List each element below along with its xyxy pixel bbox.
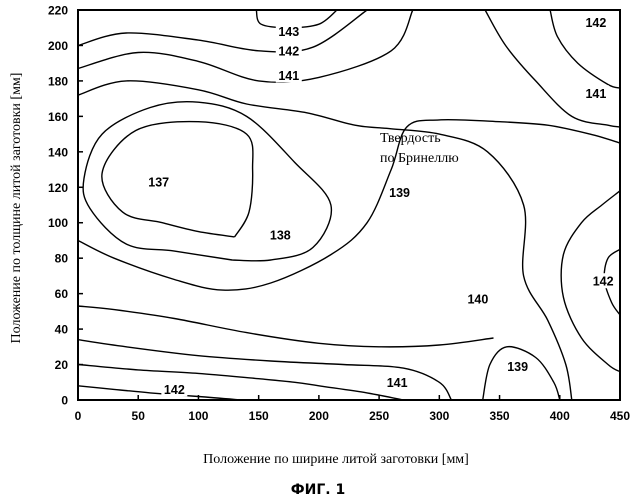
x-tick-label-6: 300 bbox=[429, 409, 449, 423]
y-tick-label-4: 80 bbox=[55, 252, 69, 266]
y-tick-label-8: 160 bbox=[48, 110, 68, 124]
contour-line-142-1 bbox=[78, 10, 367, 52]
x-tick-label-7: 350 bbox=[490, 409, 510, 423]
x-axis-label: Положение по ширине литой заготовки [мм] bbox=[203, 452, 469, 467]
x-tick-label-0: 0 bbox=[75, 409, 82, 423]
y-tick-label-9: 180 bbox=[48, 74, 68, 88]
y-tick-label-1: 20 bbox=[55, 358, 69, 372]
x-tick-label-3: 150 bbox=[249, 409, 269, 423]
y-tick-label-7: 140 bbox=[48, 145, 68, 159]
x-tick-label-5: 250 bbox=[369, 409, 389, 423]
x-tick-label-8: 400 bbox=[550, 409, 570, 423]
contour-line-139-4 bbox=[78, 120, 620, 291]
contour-line-141-2 bbox=[78, 10, 413, 82]
contour-label-0: 143 bbox=[278, 25, 299, 39]
contour-label-7: 139 bbox=[389, 186, 410, 200]
contour-labels: 143 142 141 142 141 137 138 139 140 142 139 141 142 bbox=[146, 14, 616, 396]
y-tick-label-11: 220 bbox=[48, 4, 68, 18]
contour-line-138-5 bbox=[83, 102, 331, 261]
contour-label-2: 141 bbox=[278, 69, 299, 83]
contour-label-10: 139 bbox=[507, 360, 528, 374]
contour-line-137-6 bbox=[102, 122, 253, 237]
y-tick-label-3: 60 bbox=[55, 287, 69, 301]
annotation-line-2: по Бринеллю bbox=[380, 151, 459, 166]
x-tick-label-2: 100 bbox=[188, 409, 208, 423]
contour-label-6: 138 bbox=[270, 229, 291, 243]
contour-label-11: 141 bbox=[387, 376, 408, 390]
contour-line-142-12 bbox=[78, 365, 403, 401]
y-tick-label-6: 120 bbox=[48, 181, 68, 195]
contour-line-143-13 bbox=[78, 386, 241, 400]
annotation-line-1: Твердость bbox=[380, 131, 441, 146]
contour-label-3: 142 bbox=[585, 16, 606, 30]
contour-label-4: 141 bbox=[585, 87, 606, 101]
x-tick-label-4: 200 bbox=[309, 409, 329, 423]
contour-label-5: 137 bbox=[148, 175, 169, 189]
contour-label-12: 142 bbox=[164, 383, 185, 397]
figure-caption: ФИГ. 1 bbox=[291, 482, 345, 498]
contour-line-140-10 bbox=[78, 306, 494, 347]
x-tick-label-1: 50 bbox=[132, 409, 146, 423]
y-axis-label: Положение по толщине литой заготовки [мм… bbox=[9, 73, 24, 344]
x-tick-label-9: 450 bbox=[610, 409, 630, 423]
contour-lines bbox=[78, 10, 620, 400]
y-tick-label-10: 200 bbox=[48, 39, 68, 53]
y-tick-label-5: 100 bbox=[48, 216, 68, 230]
contour-label-1: 142 bbox=[278, 44, 299, 58]
y-tick-label-2: 40 bbox=[55, 323, 69, 337]
contour-label-8: 140 bbox=[467, 292, 488, 306]
y-tick-label-0: 0 bbox=[61, 394, 68, 408]
contour-label-9: 142 bbox=[593, 275, 614, 289]
